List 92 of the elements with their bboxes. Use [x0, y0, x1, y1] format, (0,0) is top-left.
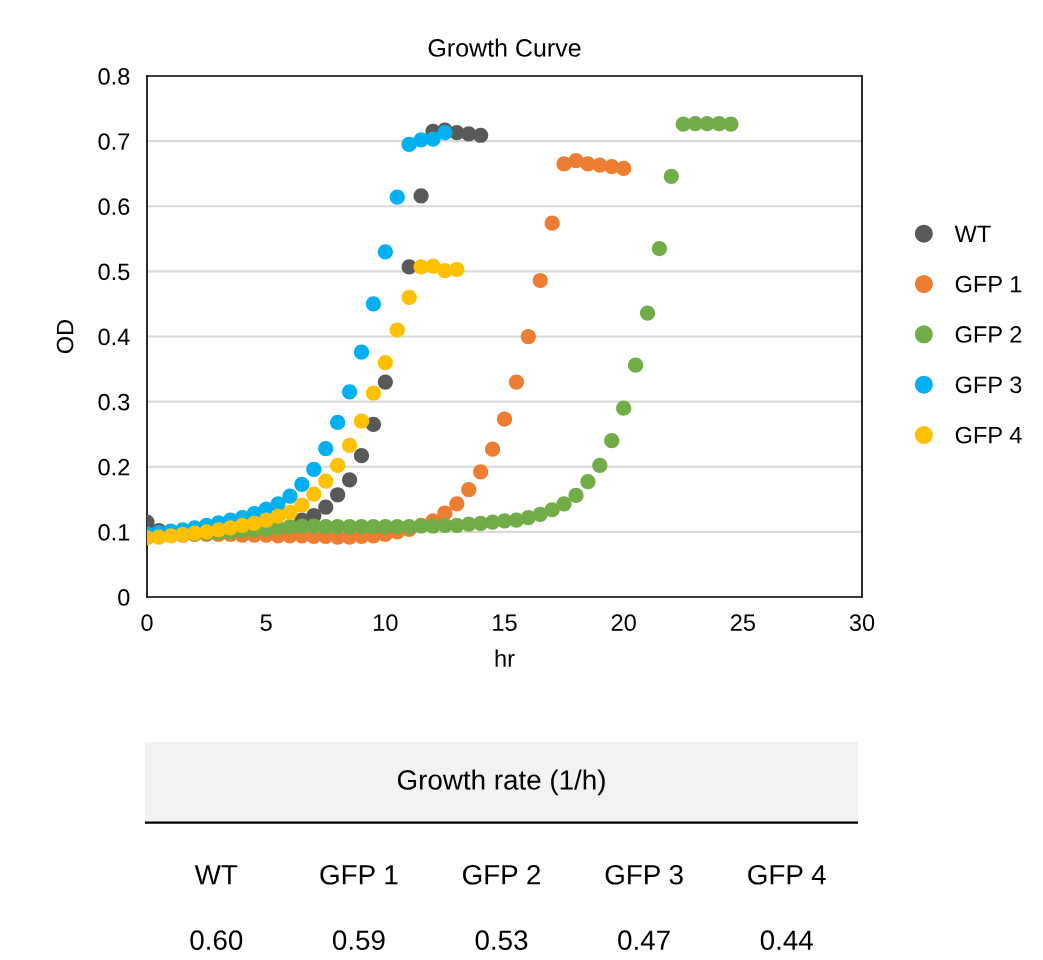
category-label: GFP 2 — [463, 864, 540, 885]
point — [341, 384, 358, 400]
point — [365, 385, 382, 401]
point — [627, 357, 644, 373]
y-tick-label: 0.4 — [98, 328, 130, 346]
point — [377, 244, 393, 260]
point — [425, 131, 441, 147]
point — [353, 413, 370, 429]
x-tick-label: 15 — [493, 614, 517, 632]
y-tick-label: 0 — [118, 589, 130, 606]
point — [651, 240, 668, 257]
category-label: GFP 1 — [320, 864, 398, 885]
point — [318, 473, 334, 489]
category-label: GFP 3 — [605, 864, 683, 885]
point — [520, 328, 536, 345]
point — [377, 374, 393, 390]
x-tick-label: 25 — [730, 614, 755, 632]
point — [604, 433, 620, 449]
point — [258, 512, 274, 528]
point — [389, 322, 405, 338]
point — [568, 487, 584, 504]
text: Growth rate (1/h) — [397, 769, 605, 796]
point — [544, 215, 560, 231]
point — [341, 437, 358, 453]
legend-label: WT — [954, 225, 991, 242]
point — [532, 272, 548, 289]
y-tick-label: 0.7 — [98, 133, 130, 150]
category-label: GFP 4 — [748, 864, 826, 885]
point — [282, 488, 298, 504]
point — [282, 504, 298, 520]
point — [473, 127, 489, 143]
y-tick-label: 0.5 — [98, 263, 130, 281]
point — [616, 160, 632, 177]
point — [294, 476, 310, 492]
legend-label: GFP 1 — [955, 275, 1022, 293]
chart-title: Growth Curve — [428, 38, 581, 57]
x-tick-label: 20 — [611, 614, 636, 632]
point — [508, 374, 525, 390]
y-tick-label: 0.8 — [98, 68, 130, 85]
point — [306, 461, 322, 477]
point — [353, 448, 370, 464]
point — [532, 506, 548, 522]
y-tick-label: 0.3 — [98, 393, 130, 411]
data-label: 0.59 — [332, 930, 385, 951]
point — [544, 502, 560, 518]
legend-label: GFP 2 — [955, 326, 1022, 343]
point — [413, 188, 429, 204]
point — [723, 116, 739, 132]
data-label: 0.60 — [190, 930, 243, 951]
point — [330, 457, 346, 474]
point — [556, 496, 572, 512]
point — [473, 464, 489, 480]
x-tick-label: 5 — [260, 614, 272, 632]
data-label: 0.44 — [760, 930, 813, 951]
category-label: WT — [194, 865, 238, 885]
point — [401, 289, 417, 306]
point — [484, 441, 501, 457]
x-tick-label: 0 — [141, 614, 153, 632]
point — [330, 487, 346, 503]
point — [401, 136, 417, 152]
legend-label: GFP 4 — [955, 426, 1022, 444]
y-axis-title: OD — [56, 319, 74, 354]
y-tick-label: 0.1 — [98, 523, 130, 541]
point — [377, 354, 393, 371]
point — [318, 440, 334, 457]
point — [449, 261, 465, 278]
point — [616, 400, 632, 416]
x-tick-label: 10 — [374, 614, 398, 632]
point — [294, 497, 310, 513]
point — [389, 189, 405, 205]
point — [639, 305, 656, 321]
x-axis-title: hr — [495, 649, 515, 667]
point — [318, 499, 334, 515]
point — [365, 416, 382, 433]
point — [461, 481, 477, 498]
point — [330, 414, 346, 431]
point — [580, 474, 596, 490]
point — [306, 486, 322, 502]
point — [592, 457, 608, 474]
point — [496, 411, 513, 427]
x-tick-label: 30 — [849, 614, 875, 632]
legend-label: GFP 3 — [955, 376, 1022, 394]
data-label: 0.53 — [475, 930, 528, 951]
data-label: 0.47 — [618, 930, 670, 951]
point — [365, 296, 382, 312]
y-tick-label: 0.2 — [98, 458, 130, 476]
point — [341, 472, 358, 488]
point — [663, 168, 679, 184]
point — [353, 344, 370, 360]
y-tick-label: 0.6 — [98, 198, 130, 216]
point — [520, 509, 536, 526]
point — [449, 496, 465, 512]
